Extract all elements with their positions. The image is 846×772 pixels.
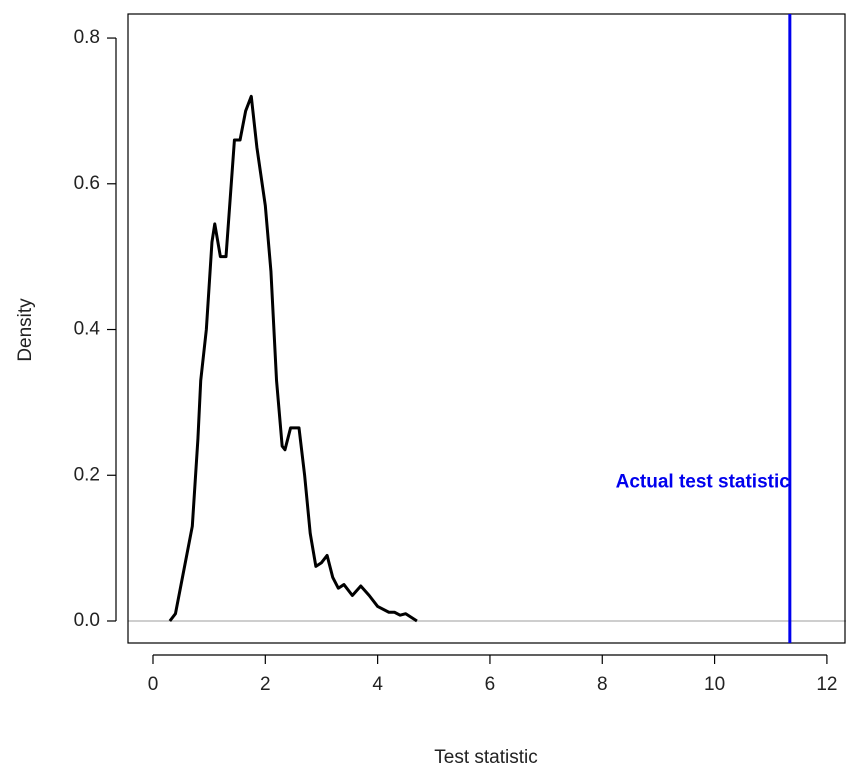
plot-frame (127, 13, 846, 644)
x-tick-label: 4 (372, 674, 383, 695)
y-axis-label: Density (15, 298, 36, 362)
x-tick-label: 8 (597, 674, 608, 695)
x-tick-label: 2 (260, 674, 271, 695)
x-tick-label: 12 (816, 674, 837, 695)
y-tick-label: 0.8 (74, 27, 100, 48)
x-tick-label: 10 (704, 674, 725, 695)
annotation: Actual test statistic (616, 472, 791, 493)
y-tick-label: 0.0 (74, 610, 100, 631)
y-tick-label: 0.4 (74, 319, 101, 340)
y-tick-label: 0.2 (74, 464, 100, 485)
y-tick-label: 0.6 (74, 173, 100, 194)
x-tick-label: 0 (148, 674, 159, 695)
x-axis-label: Test statistic (434, 747, 537, 768)
density-line (168, 94, 418, 623)
x-tick-label: 6 (485, 674, 496, 695)
